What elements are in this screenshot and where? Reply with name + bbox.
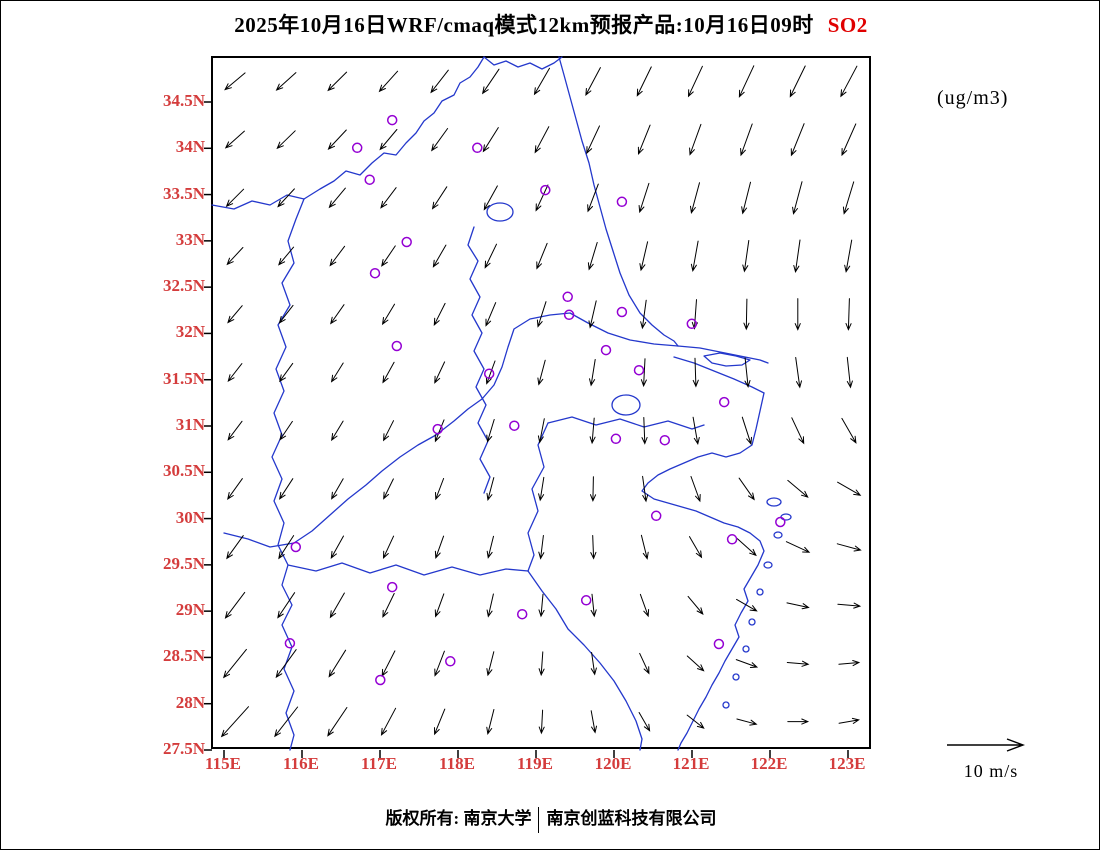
so2-contour-circle <box>540 184 551 196</box>
title-text: 2025年10月16日WRF/cmaq模式12km预报产品:10月16日09时 <box>234 13 814 37</box>
so2-contour-circle <box>290 541 302 553</box>
lat-tick-label: 33.5N <box>162 183 205 203</box>
tai-lake <box>611 394 641 416</box>
hongze-lake <box>486 202 514 222</box>
lat-tick-label: 32.5N <box>162 276 205 296</box>
lon-tick-label: 116E <box>283 754 319 773</box>
so2-contour-circle <box>600 344 612 356</box>
so2-marker-layer <box>284 114 786 686</box>
so2-contour-circle <box>351 142 363 154</box>
lon-tick-label: 123E <box>828 754 866 773</box>
so2-contour-circle <box>726 534 738 545</box>
province-border-zhejiang-south <box>527 570 643 751</box>
yangtze-estuary-south-bank <box>673 356 765 394</box>
chongming-island <box>703 352 751 367</box>
lon-tick-label: 118E <box>439 754 475 773</box>
wind-scale-label: 10 m/s <box>963 761 1019 781</box>
company-text: 南京创蓝科技有限公司 <box>546 809 717 828</box>
lat-tick-label: 32N <box>175 322 205 342</box>
lat-tick-label: 29N <box>175 600 205 620</box>
island <box>766 497 782 507</box>
lat-tick-label: 30N <box>175 507 205 527</box>
province-border-west <box>271 198 305 751</box>
province-border-north <box>211 56 485 210</box>
lon-tick-label: 115E <box>205 754 241 773</box>
so2-contour-circle <box>369 267 381 279</box>
so2-contour-circle <box>562 291 573 303</box>
island <box>763 561 773 569</box>
so2-contour-circle <box>713 638 725 650</box>
island <box>780 513 792 521</box>
so2-contour-circle <box>775 516 786 528</box>
so2-contour-circle <box>610 433 622 445</box>
lat-tick-label: 31.5N <box>162 368 205 388</box>
lat-tick-label: 31N <box>175 414 205 434</box>
province-border-zhejiang-anhui <box>527 422 549 572</box>
footer-divider <box>538 807 540 834</box>
so2-contour-circle <box>580 595 592 606</box>
units-label: (ug/m3) <box>937 87 1009 109</box>
geo-layer <box>211 56 792 751</box>
so2-contour-circle <box>483 368 495 379</box>
lat-tick-label: 28.5N <box>162 646 205 666</box>
so2-contour-circle <box>432 423 443 435</box>
island <box>756 588 764 596</box>
lat-tick-label: 29.5N <box>162 553 205 573</box>
so2-contour-circle <box>375 674 386 686</box>
wind-vector-layer <box>220 65 862 738</box>
wind-scale-legend: 10 m/s <box>945 736 1037 782</box>
so2-contour-circle <box>659 434 671 446</box>
island <box>722 701 730 709</box>
so2-contour-circle <box>516 608 528 620</box>
yangtze-estuary-north-bank <box>677 345 769 364</box>
lon-tick-label: 122E <box>750 754 788 773</box>
so2-contour-circle <box>284 638 296 649</box>
island <box>748 618 756 626</box>
so2-contour-circle <box>364 174 375 185</box>
province-border-north-east <box>483 56 563 70</box>
copyright-footer: 版权所有: 南京大学 南京创蓝科技有限公司 <box>1 804 1099 834</box>
island <box>732 673 740 681</box>
province-border-middle <box>467 226 491 494</box>
lon-tick-label: 117E <box>361 754 397 773</box>
so2-contour-circle <box>401 236 412 248</box>
so2-contour-circle <box>386 114 398 126</box>
so2-contour-circle <box>616 196 628 208</box>
lat-tick-label: 33N <box>175 229 205 249</box>
island <box>773 531 783 539</box>
so2-contour-circle <box>650 510 662 522</box>
lat-tick-label: 34N <box>175 137 205 157</box>
so2-contour-circle <box>472 142 483 154</box>
so2-contour-circle <box>386 581 398 593</box>
lat-tick-label: 34.5N <box>162 91 205 110</box>
lon-tick-label: 120E <box>594 754 632 773</box>
so2-contour-circle <box>391 340 403 352</box>
lat-tick-label: 30.5N <box>162 461 205 481</box>
map-plot <box>204 56 871 758</box>
axis-ticks <box>204 101 849 758</box>
so2-contour-circle <box>718 396 730 408</box>
so2-contour-circle <box>445 656 456 667</box>
lat-tick-label: 28N <box>175 692 205 712</box>
lon-tick-label: 119E <box>517 754 553 773</box>
species-label: SO2 <box>827 13 868 37</box>
wind-scale-arrow-icon <box>947 738 1025 752</box>
so2-contour-circle <box>509 420 520 431</box>
coastline-jiangsu <box>558 56 679 347</box>
province-border-jiangsu-zhejiang <box>547 416 705 430</box>
so2-contour-circle <box>633 364 645 376</box>
so2-contour-circle <box>563 309 575 321</box>
coastline-zhejiang <box>641 392 765 751</box>
island <box>742 645 750 653</box>
so2-contour-circle <box>616 306 628 318</box>
lat-tick-label: 27.5N <box>162 738 205 758</box>
so2-contour-circle <box>686 318 698 330</box>
copyright-text: 版权所有: 南京大学 <box>385 809 532 828</box>
page-title: 2025年10月16日WRF/cmaq模式12km预报产品:10月16日09时 S… <box>1 9 1099 39</box>
province-border-anhui-south <box>287 562 529 576</box>
lon-tick-label: 121E <box>672 754 710 773</box>
map-svg <box>204 56 862 758</box>
yangtze-river <box>223 312 679 548</box>
